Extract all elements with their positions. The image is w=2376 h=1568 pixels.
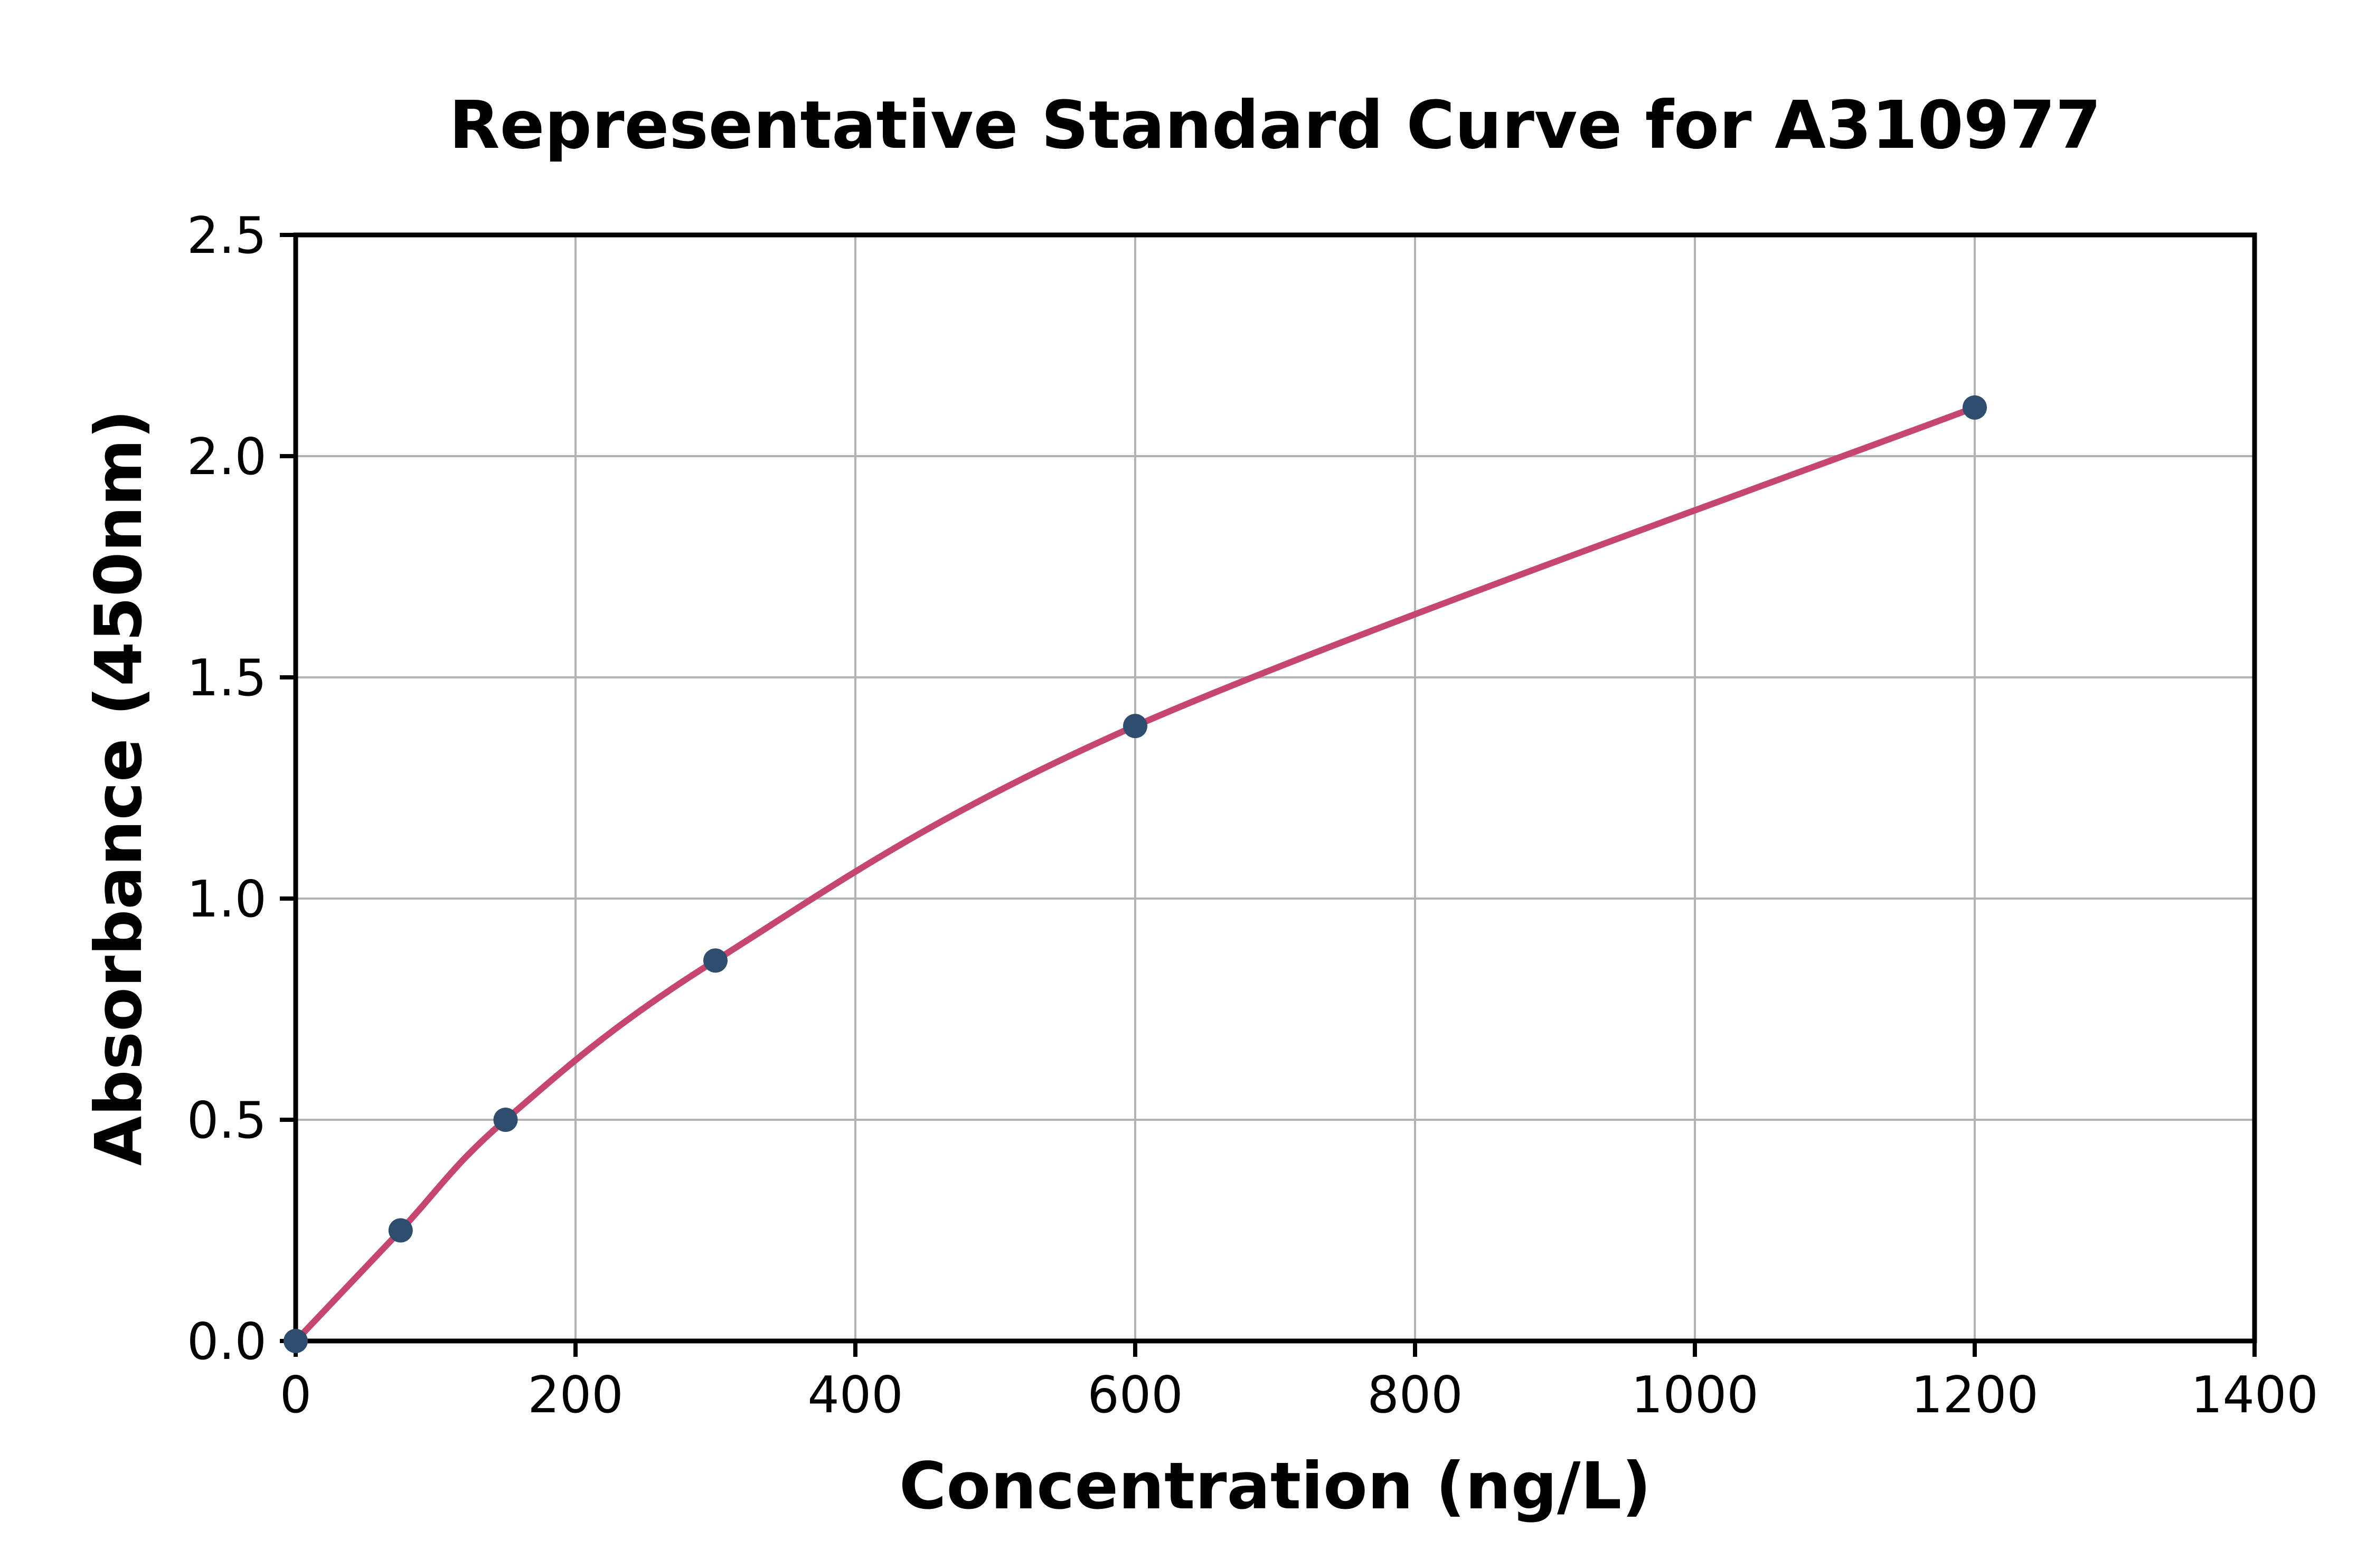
y-tick-label: 1.0 <box>187 871 267 929</box>
x-tick-label: 200 <box>527 1366 623 1424</box>
data-point <box>703 948 728 973</box>
y-axis-label: Absorbance (450nm) <box>81 409 156 1166</box>
y-tick-label: 2.0 <box>187 428 267 486</box>
y-tick-label: 0.5 <box>187 1092 267 1150</box>
data-point <box>1963 395 1987 420</box>
y-tick-label: 0.0 <box>187 1313 267 1371</box>
data-point <box>388 1218 413 1243</box>
x-tick-label: 1200 <box>1911 1366 2039 1424</box>
data-point <box>1123 714 1147 739</box>
x-tick-label: 1000 <box>1631 1366 1759 1424</box>
x-axis-label: Concentration (ng/L) <box>899 1449 1652 1524</box>
standard-curve-line <box>293 404 1978 1344</box>
x-tick-label: 1400 <box>2191 1366 2318 1424</box>
y-tick-label: 2.5 <box>187 207 267 265</box>
x-tick-label: 600 <box>1087 1366 1183 1424</box>
axes-frame <box>293 232 2257 1344</box>
x-tick-label: 0 <box>280 1366 312 1424</box>
y-tick-label: 1.5 <box>187 649 267 707</box>
x-tick-label: 800 <box>1367 1366 1463 1424</box>
data-point <box>493 1108 518 1132</box>
data-point <box>284 1329 308 1353</box>
x-tick-label: 400 <box>807 1366 903 1424</box>
chart-title: Representative Standard Curve for A31097… <box>449 87 2101 164</box>
